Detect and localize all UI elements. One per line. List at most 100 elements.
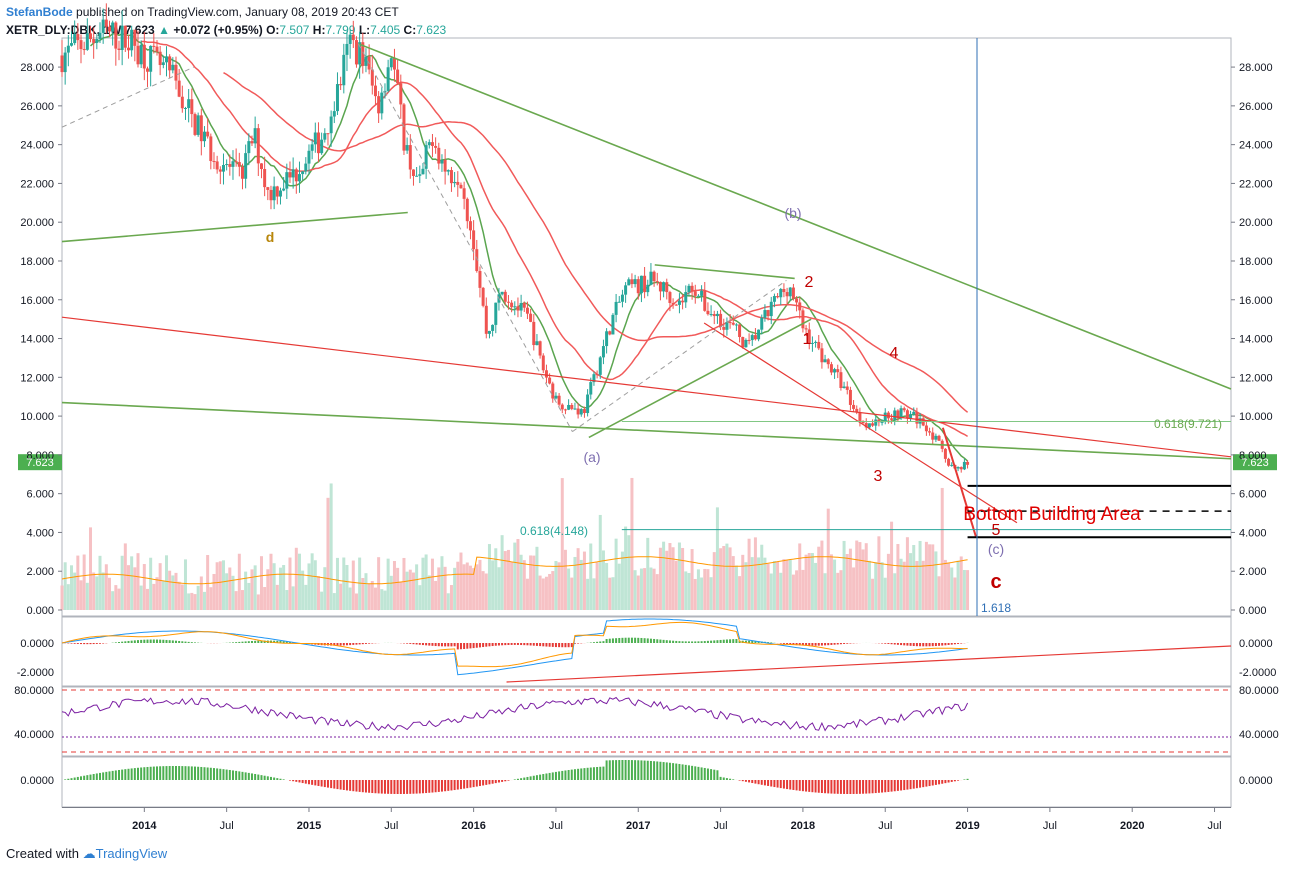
volume-bar: [570, 577, 574, 610]
candle-body: [164, 56, 168, 63]
volume-bar: [924, 541, 928, 610]
macd-hist-bar: [779, 643, 782, 644]
author-name[interactable]: StefanBode: [6, 5, 73, 19]
volume-bar: [212, 573, 216, 610]
oscillator-bar: [798, 780, 801, 791]
macd-hist-bar: [554, 643, 557, 648]
volume-bar: [101, 572, 105, 610]
volume-bar: [874, 562, 878, 610]
candle-body: [472, 230, 476, 250]
oscillator-bar: [288, 780, 291, 781]
volume-bar: [738, 576, 742, 610]
volume-bar: [202, 591, 206, 610]
macd-hist-bar: [95, 643, 98, 644]
oscillator-bar: [767, 780, 770, 786]
oscillator-bar: [491, 780, 494, 784]
macd-hist-bar: [570, 643, 573, 648]
candle-body: [867, 423, 871, 428]
oscillator-bar: [884, 780, 887, 793]
candle-body: [722, 327, 726, 330]
oscillator-bar: [238, 771, 241, 780]
macd-hist-bar: [751, 640, 754, 643]
y-tick-label-right: 0.000: [1239, 605, 1267, 617]
ma-fast-line: [89, 32, 969, 462]
volume-bar: [114, 585, 118, 610]
candle-body: [351, 34, 355, 41]
macd-hist-bar: [928, 643, 931, 647]
oscillator-bar: [602, 766, 605, 780]
oscillator-bar: [526, 776, 529, 780]
macd-hist-bar: [884, 643, 887, 644]
volume-bar: [342, 557, 346, 610]
oscillator-bar: [494, 780, 497, 784]
candle-body: [646, 284, 650, 293]
volume-bar: [525, 578, 529, 610]
oscillator-bar: [146, 766, 149, 780]
oscillator-bar: [345, 780, 348, 791]
oscillator-bar: [649, 760, 652, 780]
macd-hist-bar: [159, 639, 162, 643]
oscillator-bar: [349, 780, 352, 791]
macd-hist-bar: [529, 643, 532, 646]
candle-body: [411, 169, 415, 176]
macd-hist-bar: [732, 639, 735, 643]
y-tick-label-left: 14.000: [20, 334, 54, 346]
x-tick-label: Jul: [1043, 820, 1057, 832]
oscillator-bar: [307, 780, 310, 785]
macd-hist-bar: [447, 643, 450, 647]
volume-bar: [880, 562, 884, 610]
oscillator-bar: [516, 778, 519, 780]
volume-bar: [145, 588, 149, 610]
oscillator-bar: [890, 780, 893, 792]
volume-bar: [966, 570, 970, 610]
volume-bar: [579, 559, 583, 610]
volume-bar: [871, 578, 875, 610]
macd-hist-bar: [190, 642, 193, 643]
volume-bar: [237, 553, 241, 610]
volume-bar: [449, 585, 453, 610]
candle-body: [516, 306, 520, 311]
volume-bar: [389, 575, 393, 610]
volume-bar: [427, 575, 431, 610]
trendline-b: [358, 43, 1232, 390]
pane-frame-2: [61, 686, 1232, 757]
candle-body: [335, 84, 339, 112]
volume-bar: [658, 547, 662, 610]
volume-bar: [136, 553, 140, 610]
oscillator-bar: [801, 780, 804, 792]
candle-body: [513, 306, 517, 308]
macd-hist-bar: [694, 641, 697, 643]
oscillator-bar: [659, 761, 662, 780]
oscillator-bar: [374, 780, 377, 794]
macd-hist-bar: [162, 639, 165, 643]
tradingview-brand[interactable]: TradingView: [95, 846, 168, 861]
candle-body: [209, 136, 213, 162]
candle-body: [95, 39, 99, 43]
candle-body: [760, 317, 764, 330]
candle-body: [396, 69, 400, 84]
low-value: 7.405: [370, 23, 401, 37]
oscillator-bar: [719, 776, 722, 780]
pane-frame-3: [61, 756, 1232, 808]
oscillator-bar: [488, 780, 491, 785]
candle-body: [155, 46, 159, 52]
oscillator-bar: [637, 760, 640, 780]
macd-hist-bar: [428, 643, 431, 646]
macd-hist-bar: [700, 641, 703, 643]
oscillator-bar: [279, 778, 282, 780]
volume-bar: [829, 554, 833, 610]
candle-body: [456, 181, 460, 185]
candlesticks[interactable]: [60, 3, 970, 473]
oscillator-bar: [266, 776, 269, 780]
candle-body: [253, 128, 257, 144]
volume-bar: [123, 543, 127, 610]
oscillator-bar: [124, 769, 127, 780]
volume-bar: [313, 560, 317, 610]
trendline-red-short: [703, 322, 1018, 524]
candle-body: [320, 139, 324, 154]
volume-bar: [668, 543, 672, 610]
candle-body: [259, 163, 263, 170]
volume-bar: [801, 569, 805, 610]
volume-bar: [766, 563, 770, 610]
